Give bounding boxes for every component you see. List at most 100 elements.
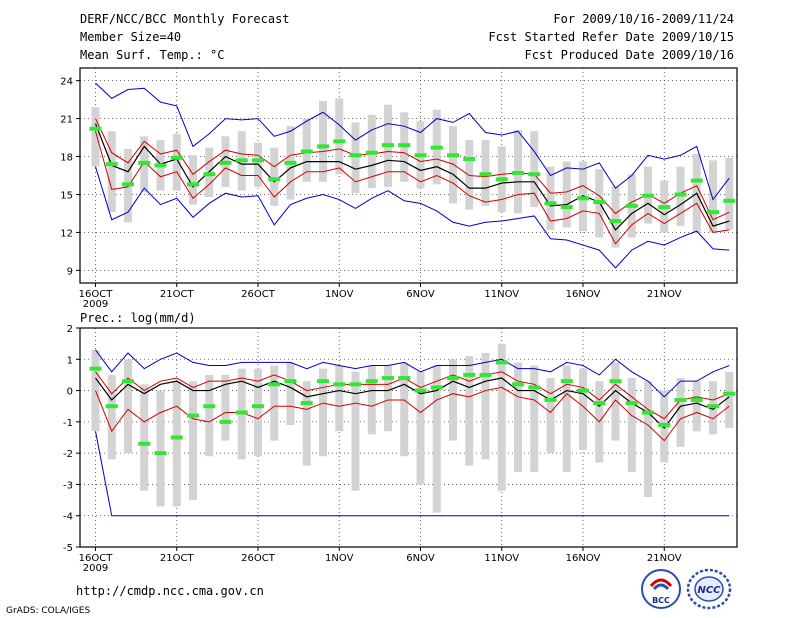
x-tick-label: 1NOV <box>325 289 354 300</box>
ensemble-mean-marker <box>414 388 427 393</box>
bcc-logo-text: BCC <box>652 596 670 605</box>
ensemble-mean-marker <box>219 160 232 165</box>
ensemble-mean-marker <box>479 372 492 377</box>
ensemble-mean-marker <box>447 376 459 381</box>
y-tick-label: -3 <box>63 480 73 491</box>
y-tick-label: 1 <box>67 355 73 366</box>
ensemble-mean-marker <box>300 401 313 406</box>
spread-bar <box>546 166 555 230</box>
ensemble-mean-marker <box>219 419 232 424</box>
x-tick-label: 21OCT <box>160 289 195 300</box>
ensemble-mean-marker <box>560 379 573 384</box>
chart-title: DERF/NCC/BCC Monthly Forecast <box>80 12 290 26</box>
spread-bar <box>351 122 360 194</box>
spread-bar <box>335 98 344 175</box>
x-tick-label: 21NOV <box>647 553 682 564</box>
spread-bar <box>91 107 100 167</box>
spread-bar <box>335 365 344 432</box>
spread-bar <box>189 155 197 205</box>
panel-precipitation <box>76 327 738 551</box>
ensemble-mean-marker <box>333 382 346 387</box>
ensemble-mean-marker <box>723 391 736 396</box>
spread-bar <box>319 100 327 182</box>
spread-bar <box>449 359 457 441</box>
ensemble-mean-marker <box>674 397 687 402</box>
x-tick-label: 11NOV <box>484 289 519 300</box>
spread-bar <box>254 368 262 457</box>
ensemble-mean-marker <box>365 379 378 384</box>
ensemble-mean-marker <box>674 192 687 197</box>
ensemble-mean-marker <box>560 205 573 210</box>
y-tick-label: 15 <box>60 190 73 201</box>
ensemble-mean-marker <box>252 404 264 409</box>
ensemble-mean-marker <box>349 382 362 387</box>
ensemble-mean-marker <box>430 385 443 390</box>
spread-bar <box>221 374 230 441</box>
x-tick-label: 6NOV <box>406 553 435 564</box>
ensemble-mean-marker <box>512 170 524 175</box>
spread-bar <box>562 365 571 472</box>
ensemble-mean-marker <box>235 158 248 163</box>
ensemble-mean-marker <box>577 196 589 201</box>
median-line <box>95 377 730 430</box>
ensemble-mean-marker <box>544 397 557 402</box>
ensemble-mean-marker <box>577 388 589 393</box>
upper-envelope-line <box>95 82 730 201</box>
ensemble-mean-marker <box>642 193 654 198</box>
spread-bar <box>449 126 457 204</box>
forecast-start-date: Fcst Started Refer Date 2009/10/15 <box>488 30 734 44</box>
y-tick-label: -5 <box>63 543 73 554</box>
ensemble-mean-marker <box>122 379 134 384</box>
ensemble-mean-marker <box>300 149 313 154</box>
ensemble-mean-marker <box>333 139 346 144</box>
spread-bar <box>302 381 311 466</box>
spread-bar <box>562 161 571 228</box>
spread-bar <box>530 131 539 208</box>
ensemble-mean-marker <box>382 143 394 148</box>
ensemble-mean-marker <box>138 160 151 165</box>
x-tick-label: 16NOV <box>566 553 601 564</box>
x-tick-label: 26OCT <box>241 289 276 300</box>
ensemble-mean-marker <box>430 145 443 150</box>
spread-bar <box>497 343 506 491</box>
y-tick-label: 9 <box>67 266 73 277</box>
ensemble-mean-marker <box>398 143 411 148</box>
spread-bar <box>189 381 197 501</box>
spread-bar <box>124 359 132 454</box>
ensemble-mean-marker <box>642 410 654 415</box>
spread-bar <box>709 160 717 233</box>
spread-bar <box>351 371 360 491</box>
y-tick-label: 2 <box>67 324 73 335</box>
x-tick-label: 16NOV <box>566 289 601 300</box>
ensemble-mean-marker <box>365 150 378 155</box>
ensemble-mean-marker <box>690 397 703 402</box>
ensemble-mean-marker <box>463 372 476 377</box>
ensemble-mean-marker <box>707 404 719 409</box>
ensemble-mean-marker <box>170 155 183 160</box>
ensemble-mean-marker <box>284 379 297 384</box>
spread-bar <box>416 371 425 485</box>
ensemble-mean-marker <box>203 172 216 177</box>
x-tick-label: 21OCT <box>160 553 195 564</box>
lower-envelope-line <box>95 431 730 517</box>
ensemble-mean-marker <box>625 401 638 406</box>
spread-bar <box>481 353 490 460</box>
ensemble-mean-marker <box>544 201 557 206</box>
footer-url[interactable]: http://cmdp.ncc.cma.gov.cn <box>76 584 264 598</box>
spread-bar <box>319 368 327 457</box>
ensemble-mean-marker <box>317 144 329 149</box>
member-size-label: Member Size=40 <box>80 30 182 44</box>
plot-frame <box>79 327 738 548</box>
ensemble-mean-marker <box>235 410 248 415</box>
ensemble-mean-marker <box>593 200 606 205</box>
ensemble-mean-marker <box>317 379 329 384</box>
ensemble-mean-marker <box>203 404 216 409</box>
ensemble-mean-marker <box>625 203 638 208</box>
spread-bar <box>432 365 441 513</box>
ensemble-mean-marker <box>89 126 102 131</box>
ensemble-mean-marker <box>89 366 102 371</box>
ensemble-mean-marker <box>528 385 541 390</box>
spread-bar <box>172 381 181 507</box>
precip-panel-title: Prec.: log(mm/d) <box>80 311 196 325</box>
spread-bar <box>692 381 701 432</box>
